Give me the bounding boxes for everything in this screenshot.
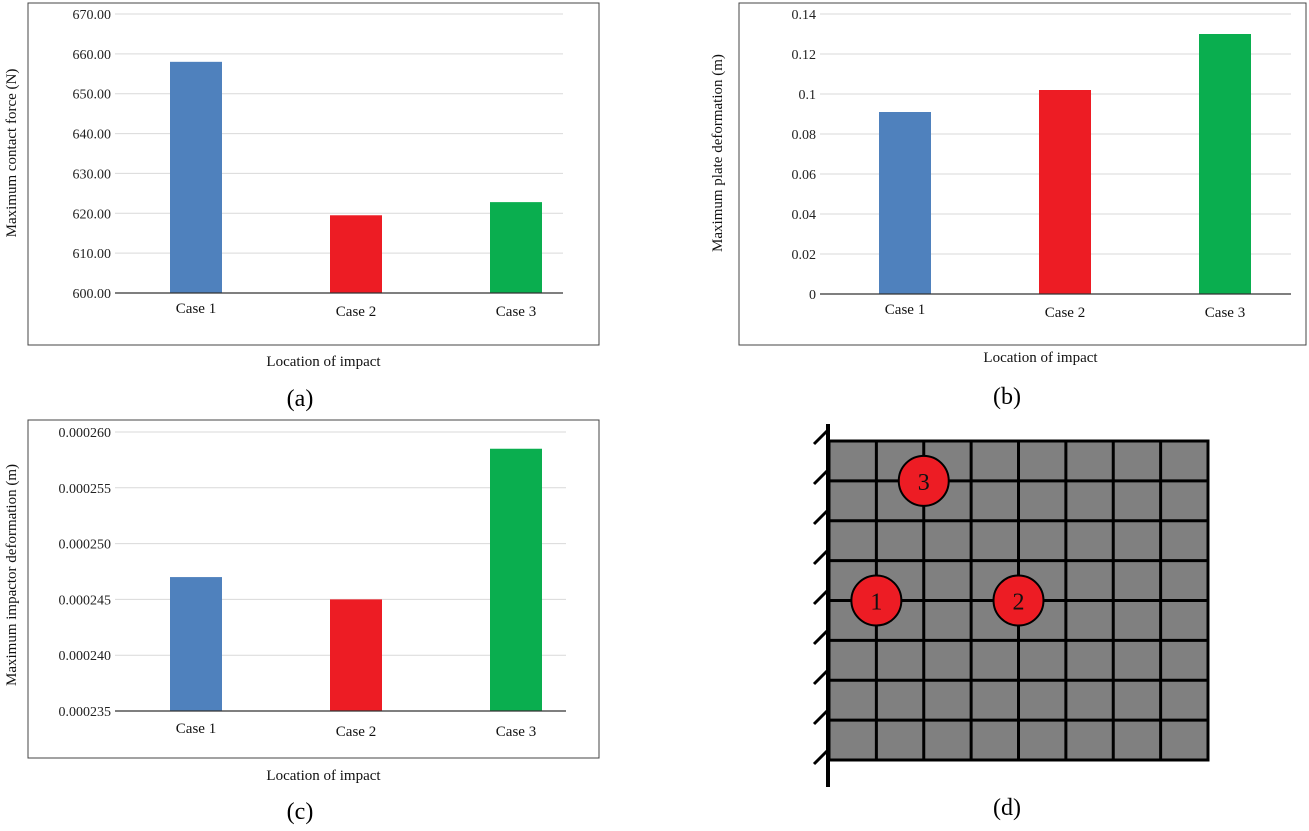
chart-3: 0.000235 0.000240 0.000245 0.000250 0.000255… [4,419,600,825]
impact-marker-label: 1 [870,590,882,616]
y-tick-label: 0.000255 [59,482,112,497]
panel-label: (c) [287,799,314,825]
y-axis-title: Maximum impactor deformation (m) [4,464,20,686]
y-axis-title: Maximum contact force (N) [4,69,20,238]
bar-case-1 [879,112,931,294]
impact-marker-2 [992,574,1045,627]
bar-case-1 [170,61,222,294]
impact-marker-1 [850,574,903,627]
y-tick-label: 650.00 [73,88,112,103]
panel-label: (a) [287,386,314,412]
bar-case-2 [330,215,382,293]
plate-diagram: 1 2 3 (d) [812,424,1210,821]
x-tick-label: Case 2 [336,724,376,740]
impact-marker-3 [897,454,950,507]
bar-case-2 [330,599,382,711]
chart-1: 600.00 610.00 620.00 630.00 640.00 650.00 660.… [4,2,600,412]
y-tick-label: 0.02 [792,248,817,263]
support-hatch [812,668,830,686]
support-hatch [812,548,830,566]
x-axis-title: Location of impact [266,354,381,370]
y-tick-label: 0.14 [792,8,817,23]
bar-case-3 [490,448,542,711]
y-tick-label: 0.1 [799,88,817,103]
x-tick-label: Case 2 [1045,305,1085,321]
support-hatch [812,588,830,606]
x-axis-title: Location of impact [983,350,1098,366]
y-axis-title: Maximum plate deformation (m) [710,54,726,252]
bar-case-3 [490,202,542,293]
y-tick-label: 660.00 [73,48,112,63]
panel-label: (b) [993,384,1021,410]
support-hatch [812,708,830,726]
y-tick-label: 0.000245 [59,593,112,608]
y-tick-label: 600.00 [73,287,112,302]
impact-marker-label: 2 [1013,590,1025,616]
support-hatch [812,748,830,766]
x-axis-title: Location of impact [266,768,381,784]
y-tick-label: 640.00 [73,128,112,143]
x-tick-label: Case 2 [336,304,376,320]
bar-case-2 [1039,90,1091,294]
y-tick-label: 0.000235 [59,705,112,720]
x-tick-label: Case 1 [885,302,925,318]
y-tick-label: 0 [809,288,816,303]
x-tick-label: Case 3 [496,304,536,320]
bar-case-1 [170,577,222,711]
x-tick-label: Case 1 [176,721,216,737]
x-tick-label: Case 3 [496,724,536,740]
x-tick-label: Case 1 [176,301,216,317]
support-hatch [812,468,830,486]
y-tick-label: 630.00 [73,167,112,182]
y-tick-label: 0.08 [792,128,817,143]
y-tick-label: 0.12 [792,48,817,63]
x-tick-label: Case 3 [1205,305,1245,321]
y-tick-label: 0.000250 [59,538,112,553]
y-tick-label: 0.06 [792,168,817,183]
y-tick-label: 0.04 [792,208,817,223]
support-hatch [812,428,830,446]
impact-marker-label: 3 [918,470,930,496]
panel-label: (d) [993,795,1021,821]
y-tick-label: 0.000260 [59,426,112,441]
support-hatch [812,628,830,646]
y-tick-label: 620.00 [73,207,112,222]
y-tick-label: 670.00 [73,8,112,23]
y-tick-label: 0.000240 [59,649,112,664]
chart-2: 0 0.02 0.04 0.06 0.08 0.1 0.12 0.14 Case 1 Case 2… [710,2,1307,410]
support-hatch [812,508,830,526]
bar-case-3 [1199,34,1251,294]
y-tick-label: 610.00 [73,247,112,262]
